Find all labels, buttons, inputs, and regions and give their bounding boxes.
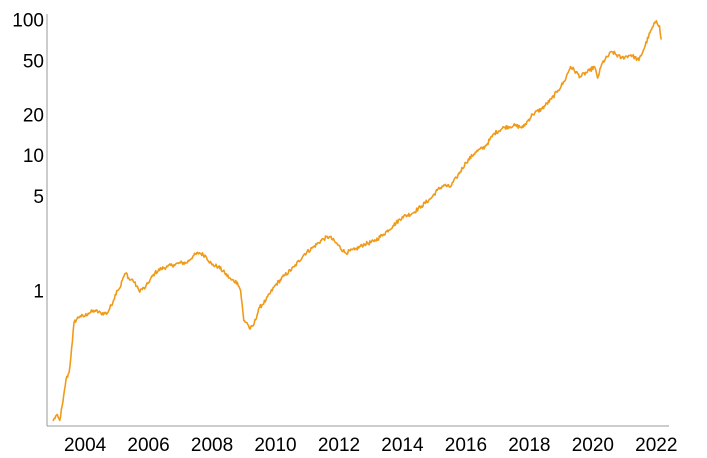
series-layer [52, 20, 662, 422]
x-tick-label: 2016 [445, 435, 487, 456]
series-line [52, 20, 662, 422]
y-tick-label: 100 [12, 11, 44, 32]
x-tick-label: 2022 [635, 435, 677, 456]
y-tick-label: 20 [23, 105, 44, 126]
y-axis-tick-labels: 1 5 10 20 50 100 [12, 11, 44, 303]
y-tick-label: 50 [23, 51, 44, 72]
x-axis-tick-labels: 2004 2006 2008 2010 2012 2014 2016 2018 2020 2022 [64, 435, 678, 456]
x-tick-label: 2012 [318, 435, 360, 456]
x-tick-label: 2020 [572, 435, 614, 456]
y-tick-label: 1 [33, 282, 44, 303]
x-tick-label: 2018 [508, 435, 550, 456]
x-tick-label: 2004 [64, 435, 107, 456]
x-tick-label: 2014 [381, 435, 424, 456]
y-tick-label: 10 [23, 146, 44, 167]
x-tick-label: 2010 [254, 435, 296, 456]
y-tick-label: 5 [33, 187, 44, 208]
x-tick-label: 2008 [191, 435, 233, 456]
x-tick-label: 2006 [127, 435, 169, 456]
